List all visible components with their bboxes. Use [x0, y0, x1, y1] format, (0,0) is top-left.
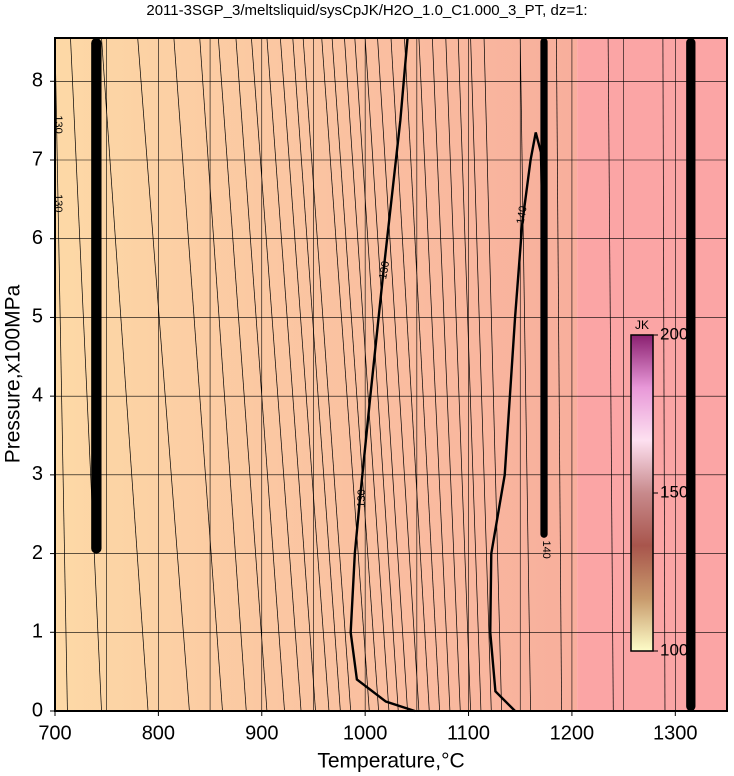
- y-tick-label: 5: [32, 306, 43, 328]
- y-tick-label: 1: [32, 621, 43, 643]
- x-tick-label: 800: [142, 722, 175, 744]
- x-axis-label: Temperature,°C: [317, 750, 464, 773]
- contour-line: [217, 37, 268, 712]
- chart-title: 2011-3SGP_3/meltsliquid/sysCpJK/H2O_1.0_…: [146, 2, 587, 19]
- colorbar-tick-label: 150: [660, 482, 688, 501]
- contour-label: 140: [540, 540, 552, 558]
- contour-label: 130: [377, 260, 392, 280]
- x-tick-label: 700: [38, 722, 71, 744]
- contour-line: [251, 37, 302, 712]
- contour-line: [418, 37, 451, 712]
- contour-line: [432, 37, 461, 712]
- contour-line: [556, 37, 562, 712]
- bold-contour: [349, 37, 416, 713]
- contour-line: [377, 37, 420, 712]
- y-tick-label: 3: [32, 463, 43, 485]
- contour-band: [540, 38, 548, 538]
- y-tick-label: 4: [32, 384, 43, 406]
- y-tick-label: 0: [32, 699, 43, 721]
- contour-line: [137, 37, 190, 712]
- x-tick-label: 1000: [343, 722, 388, 744]
- contour-label: 130: [52, 194, 64, 212]
- y-tick-label: 2: [32, 542, 43, 564]
- x-tick-label: 900: [245, 722, 278, 744]
- y-axis-label: Pressure,x100MPa: [2, 284, 25, 463]
- plot-frame: [54, 37, 728, 712]
- contour-line: [54, 37, 68, 712]
- bold-contour: [489, 132, 545, 712]
- contour-line: [470, 37, 492, 712]
- contour-line: [331, 37, 379, 712]
- contour-line: [404, 37, 440, 712]
- contour-band: [686, 38, 696, 711]
- y-tick-label: 8: [32, 70, 43, 92]
- contour-line: [321, 37, 370, 712]
- colorbar-tick-label: 100: [660, 640, 688, 659]
- x-tick-label: 1200: [550, 722, 595, 744]
- contour-line: [302, 37, 352, 712]
- contour-label: 130: [356, 489, 369, 508]
- y-tick-label: 6: [32, 227, 43, 249]
- contour-line: [354, 37, 399, 712]
- contour-line: [292, 37, 341, 712]
- x-tick-label: 1100: [447, 722, 490, 744]
- colorbar-label: JK: [635, 318, 649, 332]
- contour-line: [457, 37, 482, 712]
- y-tick-label: 7: [32, 148, 43, 170]
- contour-line: [70, 37, 102, 712]
- contour-band: [91, 38, 102, 554]
- contour-line: [607, 37, 614, 712]
- contour-line: [445, 37, 471, 712]
- colorbar: [630, 334, 654, 652]
- contour-line: [364, 37, 408, 712]
- colorbar-tick-label: 200: [660, 324, 688, 343]
- contour-line: [266, 37, 316, 712]
- contour-label: 140: [515, 205, 530, 225]
- contour-line: [280, 37, 330, 712]
- x-tick-label: 1300: [653, 722, 698, 744]
- contour-label: 130: [52, 115, 64, 133]
- contour-line: [344, 37, 390, 712]
- contour-line: [519, 37, 531, 712]
- contour-line: [199, 37, 247, 712]
- contour-line: [483, 37, 502, 712]
- contour-line: [662, 37, 666, 712]
- contour-line: [101, 37, 149, 712]
- contour-line: [235, 37, 285, 712]
- contour-line: [173, 37, 223, 712]
